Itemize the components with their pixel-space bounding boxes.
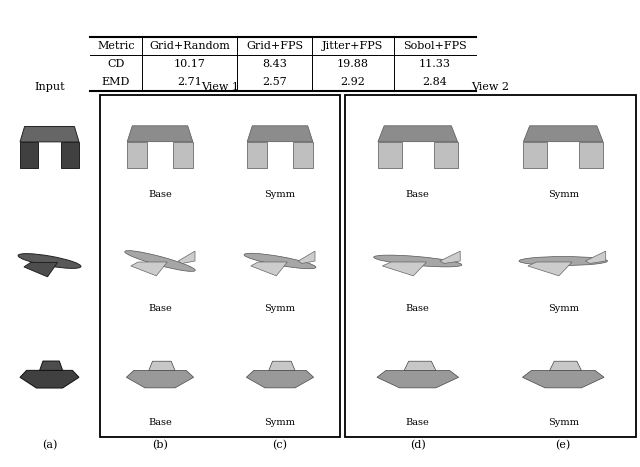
Bar xyxy=(115,340,205,410)
Text: (e): (e) xyxy=(556,440,571,450)
Text: Symm: Symm xyxy=(264,304,296,313)
Bar xyxy=(8,341,90,409)
Text: Base: Base xyxy=(148,418,172,427)
Polygon shape xyxy=(382,262,427,276)
Polygon shape xyxy=(579,142,603,168)
Polygon shape xyxy=(524,126,603,142)
Text: Base: Base xyxy=(148,190,172,199)
Bar xyxy=(508,340,618,410)
Bar xyxy=(345,95,636,437)
Polygon shape xyxy=(127,142,147,168)
Text: Base: Base xyxy=(406,190,429,199)
Text: CD: CD xyxy=(108,59,125,70)
Polygon shape xyxy=(247,142,267,168)
Text: Symm: Symm xyxy=(264,190,296,199)
Text: Symm: Symm xyxy=(264,418,296,427)
Polygon shape xyxy=(522,370,604,388)
Polygon shape xyxy=(173,142,193,168)
Text: Base: Base xyxy=(406,304,429,313)
Text: 11.33: 11.33 xyxy=(419,59,451,70)
Bar xyxy=(362,226,473,297)
Text: Symm: Symm xyxy=(548,190,579,199)
Ellipse shape xyxy=(374,255,462,267)
Ellipse shape xyxy=(125,251,195,271)
Text: Symm: Symm xyxy=(548,418,579,427)
Text: 2.71: 2.71 xyxy=(177,78,202,87)
Polygon shape xyxy=(586,251,605,263)
Polygon shape xyxy=(377,370,458,388)
Bar xyxy=(508,112,618,182)
Text: View 1: View 1 xyxy=(201,82,239,92)
Text: View 2: View 2 xyxy=(472,82,509,92)
Polygon shape xyxy=(20,370,79,388)
Polygon shape xyxy=(378,142,402,168)
Text: Symm: Symm xyxy=(548,304,579,313)
Text: Base: Base xyxy=(148,304,172,313)
Ellipse shape xyxy=(18,254,81,269)
Polygon shape xyxy=(131,262,167,276)
Text: 8.43: 8.43 xyxy=(262,59,287,70)
Polygon shape xyxy=(524,142,547,168)
Polygon shape xyxy=(434,142,458,168)
Text: Input: Input xyxy=(34,82,65,92)
Ellipse shape xyxy=(519,256,607,265)
Polygon shape xyxy=(404,361,436,370)
Text: 10.17: 10.17 xyxy=(173,59,205,70)
Bar xyxy=(508,226,618,297)
Text: Sobol+FPS: Sobol+FPS xyxy=(403,42,467,51)
Polygon shape xyxy=(20,142,38,168)
Bar xyxy=(234,340,326,410)
Bar xyxy=(8,113,90,181)
Polygon shape xyxy=(247,126,313,142)
Text: Base: Base xyxy=(406,418,429,427)
Bar xyxy=(362,340,473,410)
Text: Grid+Random: Grid+Random xyxy=(149,42,230,51)
Text: (c): (c) xyxy=(273,440,287,450)
Polygon shape xyxy=(246,370,314,388)
Polygon shape xyxy=(61,142,79,168)
Polygon shape xyxy=(126,370,194,388)
Polygon shape xyxy=(178,251,195,263)
Polygon shape xyxy=(148,361,175,370)
Polygon shape xyxy=(298,251,315,263)
Text: EMD: EMD xyxy=(102,78,130,87)
Bar xyxy=(100,95,340,437)
Bar xyxy=(234,226,326,297)
Text: (d): (d) xyxy=(410,440,426,450)
Bar xyxy=(234,112,326,182)
Bar xyxy=(115,226,205,297)
Polygon shape xyxy=(127,126,193,142)
Ellipse shape xyxy=(244,253,316,269)
Polygon shape xyxy=(528,262,572,276)
Bar xyxy=(115,112,205,182)
Polygon shape xyxy=(440,251,460,263)
Polygon shape xyxy=(251,262,287,276)
Text: 2.84: 2.84 xyxy=(422,78,447,87)
Polygon shape xyxy=(378,126,458,142)
Text: Metric: Metric xyxy=(97,42,135,51)
Polygon shape xyxy=(293,142,313,168)
Text: (b): (b) xyxy=(152,440,168,450)
Text: Jitter+FPS: Jitter+FPS xyxy=(323,42,384,51)
Text: 2.92: 2.92 xyxy=(340,78,365,87)
Bar xyxy=(362,112,473,182)
Polygon shape xyxy=(269,361,295,370)
Bar xyxy=(8,227,90,295)
Polygon shape xyxy=(24,262,58,277)
Polygon shape xyxy=(40,361,63,370)
Text: Grid+FPS: Grid+FPS xyxy=(246,42,303,51)
Polygon shape xyxy=(550,361,581,370)
Text: 2.57: 2.57 xyxy=(262,78,287,87)
Text: (a): (a) xyxy=(42,440,57,450)
Text: 19.88: 19.88 xyxy=(337,59,369,70)
Polygon shape xyxy=(20,127,79,142)
